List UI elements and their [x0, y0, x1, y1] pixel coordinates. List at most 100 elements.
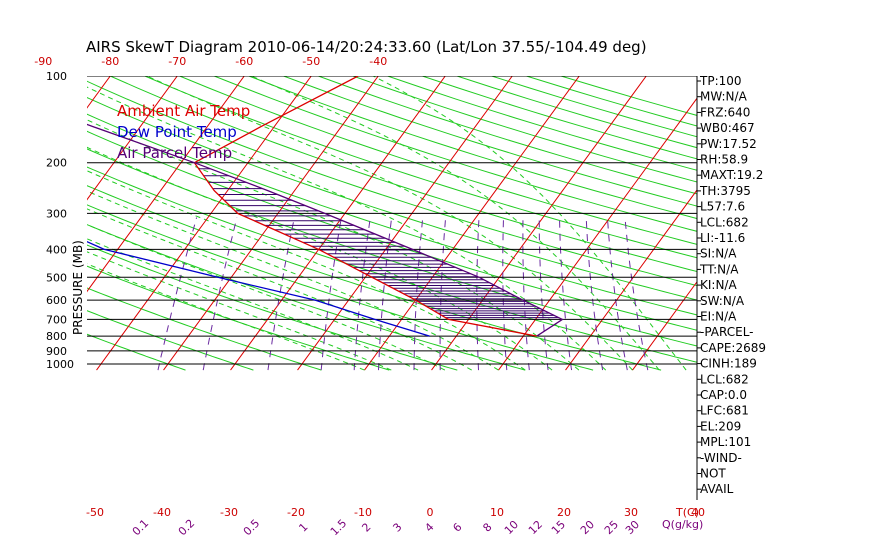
y-axis-label: PRESSURE (MB): [71, 240, 85, 335]
top-temp-tick-label: -60: [235, 55, 253, 68]
stat-label: PW:17.52: [700, 137, 757, 151]
dry-adiabat-line: [87, 244, 458, 371]
stat-label: WB0:467: [700, 121, 755, 135]
bottom-temp-tick-label: -40: [153, 506, 171, 519]
stat-label: SW:N/A: [700, 294, 745, 308]
stat-label: CAP:0.0: [700, 388, 747, 402]
mixing-ratio-tick-label: 20: [578, 518, 597, 537]
bottom-temp-tick-label: 0: [427, 506, 434, 519]
pressure-tick-label: 800: [46, 330, 67, 343]
stat-label: CINH:189: [700, 357, 757, 371]
moist-adiabat-line: [87, 263, 365, 371]
series-layer: [87, 76, 564, 337]
dry-adiabat-line: [559, 76, 697, 116]
mixing-ratio-tick-label: 1: [296, 520, 310, 534]
stat-label: NOT: [700, 467, 726, 481]
moist-adiabat-line: [145, 76, 633, 371]
pressure-tick-label: 500: [46, 271, 67, 284]
moist-adiabat-line: [87, 190, 499, 371]
moist-adiabat-line: [87, 251, 392, 371]
mixing-ratio-line: [538, 217, 549, 371]
pressure-tick-label: 700: [46, 313, 67, 326]
moist-adiabat-line: [87, 119, 580, 371]
stat-label: EI:N/A: [700, 310, 737, 324]
legend-entry: Air Parcel Temp: [117, 144, 232, 162]
mixing-ratio-line: [202, 217, 238, 371]
top-temp-tick-label: -50: [302, 55, 320, 68]
top-temp-tick-label: -80: [101, 55, 119, 68]
mixing-ratio-tick-label: 25: [602, 518, 621, 537]
stat-label: EL:209: [700, 419, 741, 433]
dry-adiabat-line: [87, 96, 697, 301]
dry-adiabat-line: [143, 76, 697, 259]
moist-adiabat-line: [87, 86, 607, 371]
pressure-tick-label: 400: [46, 243, 67, 256]
bottom-temp-tick-label: -10: [354, 506, 372, 519]
mixing-ratio-tick-label: 2: [359, 520, 373, 534]
mixing-ratio-tick-label: 10: [502, 518, 521, 537]
stat-label: LCL:682: [700, 215, 749, 229]
moist-adiabat-line: [87, 224, 446, 371]
mixing-ratio-tick-label: 30: [623, 518, 642, 537]
dry-adiabat-line: [212, 76, 697, 232]
bottom-temp-unit: T(C): [675, 506, 699, 519]
bottom-temp-tick-label: -20: [287, 506, 305, 519]
dry-adiabat-line: [87, 113, 697, 316]
mixing-ratio-line: [267, 217, 295, 371]
bottom-temp-tick-label: 40: [691, 506, 705, 519]
pressure-tick-label: 200: [46, 157, 67, 170]
dry-adiabat-line: [108, 76, 697, 273]
mixing-ratio-tick-label: 0.5: [241, 517, 263, 539]
isotherm-line: [767, 63, 870, 370]
legend-entry: Ambient Air Temp: [117, 102, 250, 120]
dry-adiabat-line: [490, 76, 697, 138]
mixing-ratio-tick-label: 8: [480, 520, 494, 534]
parcel-temp-line: [87, 123, 564, 337]
pressure-tick-label: 600: [46, 294, 67, 307]
mixing-ratio-tick-label: 12: [526, 518, 545, 537]
pressure-tick-label: 300: [46, 207, 67, 220]
stat-label: TP:100: [699, 74, 742, 88]
stat-label: FRZ:640: [700, 105, 750, 119]
stat-label: RH:58.9: [700, 153, 748, 167]
dry-adiabat-line: [87, 265, 390, 371]
mixing-ratio-tick-label: 4: [422, 520, 436, 534]
mixing-ratio-line: [157, 217, 198, 371]
mixing-ratio-line: [624, 217, 649, 371]
dry-adiabat-line: [87, 80, 697, 287]
stat-label: SI:N/A: [700, 247, 737, 261]
bottom-temp-tick-label: 20: [557, 506, 571, 519]
dry-adiabat-line: [87, 333, 186, 371]
ambient-temp-line: [193, 76, 537, 337]
mixing-ratio-tick-label: 6: [450, 520, 464, 534]
mixing-ratio-tick-label: 1.5: [328, 517, 350, 539]
dry-adiabat-line: [178, 76, 697, 245]
mixing-ratio-line: [320, 217, 342, 371]
mixing-ratio-tick-label: 3: [390, 520, 404, 534]
isotherm-line: [0, 63, 53, 370]
mixing-ratio-line: [353, 217, 371, 371]
isotherm-line: [87, 76, 245, 293]
stat-label: KI:N/A: [700, 278, 737, 292]
bottom-temp-tick-label: 10: [490, 506, 504, 519]
mixing-ratio-line: [439, 217, 447, 371]
dry-adiabat-line: [247, 76, 697, 220]
stat-label: MW:N/A: [700, 90, 748, 104]
mixing-ratio-tick-label: 15: [549, 518, 568, 537]
legend-entry: Dew Point Temp: [117, 123, 237, 141]
dry-adiabat-line: [87, 166, 697, 363]
mixing-ratio-tick-label: 0.2: [176, 517, 198, 539]
top-temp-tick-label: -90: [34, 55, 52, 68]
pressure-tick-label: 900: [46, 345, 67, 358]
mixing-ratio-line: [378, 217, 393, 371]
stat-label: L57:7.6: [700, 200, 745, 214]
stat-label: -WIND-: [700, 451, 742, 465]
mixing-ratio-unit: Q(g/kg): [662, 518, 703, 531]
top-temp-tick-label: -70: [168, 55, 186, 68]
dry-adiabat-line: [316, 76, 697, 195]
moist-adiabat-line: [87, 170, 526, 371]
dry-adiabat-line: [420, 76, 697, 160]
legend: Ambient Air Temp Dew Point Temp Air Parcel…: [117, 102, 250, 162]
